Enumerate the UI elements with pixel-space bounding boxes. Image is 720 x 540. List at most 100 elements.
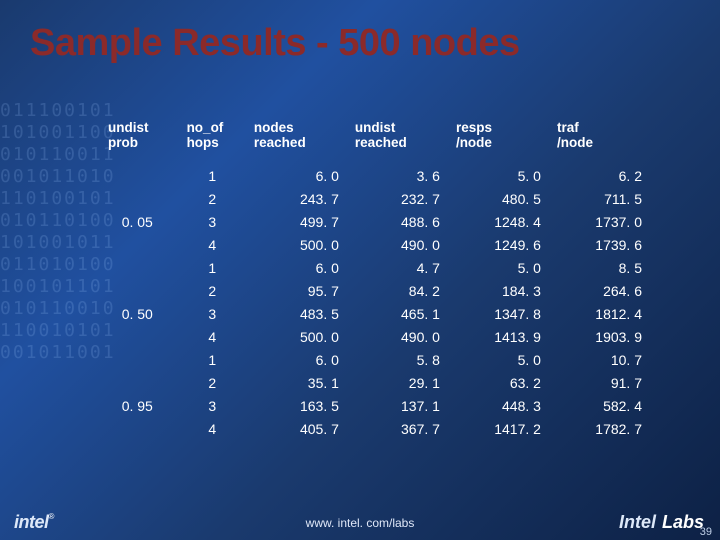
prob-label-empty bbox=[100, 256, 179, 279]
cell-tn: 1737. 0 bbox=[549, 210, 650, 233]
cell-rn: 1248. 4 bbox=[448, 210, 549, 233]
cell-ur: 232. 7 bbox=[347, 187, 448, 210]
intel-labs-logo: IntelLabs bbox=[619, 512, 706, 533]
cell-tn: 711. 5 bbox=[549, 187, 650, 210]
cell-rn: 1347. 8 bbox=[448, 302, 549, 325]
footer: intel® www. intel. com/labs IntelLabs bbox=[0, 504, 720, 540]
col-header-nodes-reached: nodesreached bbox=[246, 120, 347, 164]
intel-logo-left: intel® bbox=[14, 512, 54, 533]
prob-label bbox=[100, 279, 179, 302]
prob-label-empty bbox=[100, 325, 179, 348]
page-number: 39 bbox=[700, 526, 712, 538]
table-row: 16. 04. 75. 08. 5 bbox=[100, 256, 650, 279]
table-row: 235. 129. 163. 291. 7 bbox=[100, 371, 650, 394]
col-header-undist-reached: undistreached bbox=[347, 120, 448, 164]
prob-label bbox=[100, 371, 179, 394]
cell-tn: 10. 7 bbox=[549, 348, 650, 371]
cell-hops: 1 bbox=[179, 256, 246, 279]
cell-nr: 6. 0 bbox=[246, 348, 347, 371]
cell-tn: 1782. 7 bbox=[549, 417, 650, 440]
table-row: 16. 05. 85. 010. 7 bbox=[100, 348, 650, 371]
cell-rn: 5. 0 bbox=[448, 256, 549, 279]
cell-rn: 5. 0 bbox=[448, 164, 549, 187]
cell-nr: 6. 0 bbox=[246, 256, 347, 279]
prob-label bbox=[100, 187, 179, 210]
cell-hops: 1 bbox=[179, 348, 246, 371]
intel-wordmark: intel bbox=[14, 512, 49, 532]
cell-rn: 1413. 9 bbox=[448, 325, 549, 348]
cell-ur: 367. 7 bbox=[347, 417, 448, 440]
cell-rn: 184. 3 bbox=[448, 279, 549, 302]
cell-tn: 264. 6 bbox=[549, 279, 650, 302]
intel-wordmark-right: Intel bbox=[619, 512, 656, 533]
cell-ur: 5. 8 bbox=[347, 348, 448, 371]
prob-label-empty bbox=[100, 348, 179, 371]
cell-tn: 6. 2 bbox=[549, 164, 650, 187]
table-row: 4405. 7367. 71417. 21782. 7 bbox=[100, 417, 650, 440]
cell-tn: 582. 4 bbox=[549, 394, 650, 417]
cell-hops: 2 bbox=[179, 371, 246, 394]
cell-nr: 163. 5 bbox=[246, 394, 347, 417]
results-table: undistprob no_ofhops nodesreached undist… bbox=[100, 120, 650, 440]
registered-icon: ® bbox=[49, 512, 55, 521]
cell-hops: 3 bbox=[179, 210, 246, 233]
cell-nr: 35. 1 bbox=[246, 371, 347, 394]
table-row: 2243. 7232. 7480. 5711. 5 bbox=[100, 187, 650, 210]
col-header-resps-node: resps/node bbox=[448, 120, 549, 164]
cell-tn: 1812. 4 bbox=[549, 302, 650, 325]
cell-ur: 488. 6 bbox=[347, 210, 448, 233]
cell-ur: 490. 0 bbox=[347, 325, 448, 348]
col-header-traf-node: traf/node bbox=[549, 120, 650, 164]
table-row: 295. 784. 2184. 3264. 6 bbox=[100, 279, 650, 302]
cell-rn: 448. 3 bbox=[448, 394, 549, 417]
cell-nr: 500. 0 bbox=[246, 233, 347, 256]
table-row: 0. 953163. 5137. 1448. 3582. 4 bbox=[100, 394, 650, 417]
col-header-hops: no_ofhops bbox=[179, 120, 246, 164]
cell-rn: 480. 5 bbox=[448, 187, 549, 210]
cell-nr: 243. 7 bbox=[246, 187, 347, 210]
cell-rn: 1417. 2 bbox=[448, 417, 549, 440]
cell-nr: 6. 0 bbox=[246, 164, 347, 187]
cell-tn: 8. 5 bbox=[549, 256, 650, 279]
cell-ur: 4. 7 bbox=[347, 256, 448, 279]
cell-ur: 29. 1 bbox=[347, 371, 448, 394]
cell-rn: 5. 0 bbox=[448, 348, 549, 371]
cell-tn: 1739. 6 bbox=[549, 233, 650, 256]
cell-hops: 4 bbox=[179, 233, 246, 256]
cell-hops: 2 bbox=[179, 279, 246, 302]
footer-url: www. intel. com/labs bbox=[306, 516, 415, 530]
prob-label-empty: 0. 05 bbox=[100, 210, 179, 233]
prob-label-empty: 0. 50 bbox=[100, 302, 179, 325]
cell-nr: 483. 5 bbox=[246, 302, 347, 325]
cell-ur: 84. 2 bbox=[347, 279, 448, 302]
cell-hops: 4 bbox=[179, 417, 246, 440]
slide-title: Sample Results - 500 nodes bbox=[0, 0, 720, 65]
cell-hops: 4 bbox=[179, 325, 246, 348]
prob-label-empty bbox=[100, 164, 179, 187]
cell-ur: 490. 0 bbox=[347, 233, 448, 256]
prob-label-empty: 0. 95 bbox=[100, 394, 179, 417]
prob-label-empty bbox=[100, 417, 179, 440]
table-row: 4500. 0490. 01413. 91903. 9 bbox=[100, 325, 650, 348]
cell-hops: 3 bbox=[179, 302, 246, 325]
cell-hops: 1 bbox=[179, 164, 246, 187]
cell-nr: 405. 7 bbox=[246, 417, 347, 440]
table-row: 4500. 0490. 01249. 61739. 6 bbox=[100, 233, 650, 256]
cell-tn: 91. 7 bbox=[549, 371, 650, 394]
cell-ur: 137. 1 bbox=[347, 394, 448, 417]
table-row: 0. 503483. 5465. 11347. 81812. 4 bbox=[100, 302, 650, 325]
cell-rn: 63. 2 bbox=[448, 371, 549, 394]
cell-ur: 465. 1 bbox=[347, 302, 448, 325]
cell-ur: 3. 6 bbox=[347, 164, 448, 187]
cell-tn: 1903. 9 bbox=[549, 325, 650, 348]
col-header-prob: undistprob bbox=[100, 120, 179, 164]
cell-hops: 3 bbox=[179, 394, 246, 417]
cell-nr: 499. 7 bbox=[246, 210, 347, 233]
cell-nr: 95. 7 bbox=[246, 279, 347, 302]
table-row: 0. 053499. 7488. 61248. 41737. 0 bbox=[100, 210, 650, 233]
prob-label-empty bbox=[100, 233, 179, 256]
cell-nr: 500. 0 bbox=[246, 325, 347, 348]
table-row: 16. 03. 65. 06. 2 bbox=[100, 164, 650, 187]
cell-hops: 2 bbox=[179, 187, 246, 210]
cell-rn: 1249. 6 bbox=[448, 233, 549, 256]
